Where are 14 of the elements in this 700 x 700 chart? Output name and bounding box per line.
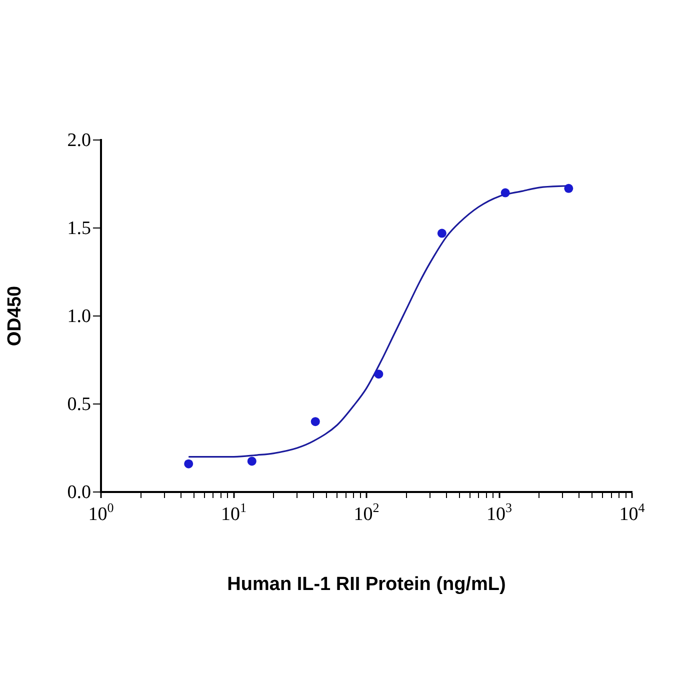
point bbox=[374, 370, 384, 379]
y-tick-label: 0.5 bbox=[67, 394, 91, 415]
y-axis-title: OD450 bbox=[4, 286, 26, 346]
y-tick-label: 2.0 bbox=[67, 130, 91, 151]
x-axis-title: Human IL-1 RII Protein (ng/mL) bbox=[227, 574, 506, 595]
point bbox=[310, 417, 320, 426]
point bbox=[437, 228, 446, 238]
y-tick-label: 1.5 bbox=[67, 218, 91, 239]
point bbox=[500, 188, 510, 198]
y-tick-label: 0.0 bbox=[67, 482, 91, 503]
y-tick-label: 1.0 bbox=[67, 306, 91, 327]
point bbox=[247, 456, 256, 466]
point bbox=[564, 184, 574, 193]
point bbox=[184, 459, 194, 468]
